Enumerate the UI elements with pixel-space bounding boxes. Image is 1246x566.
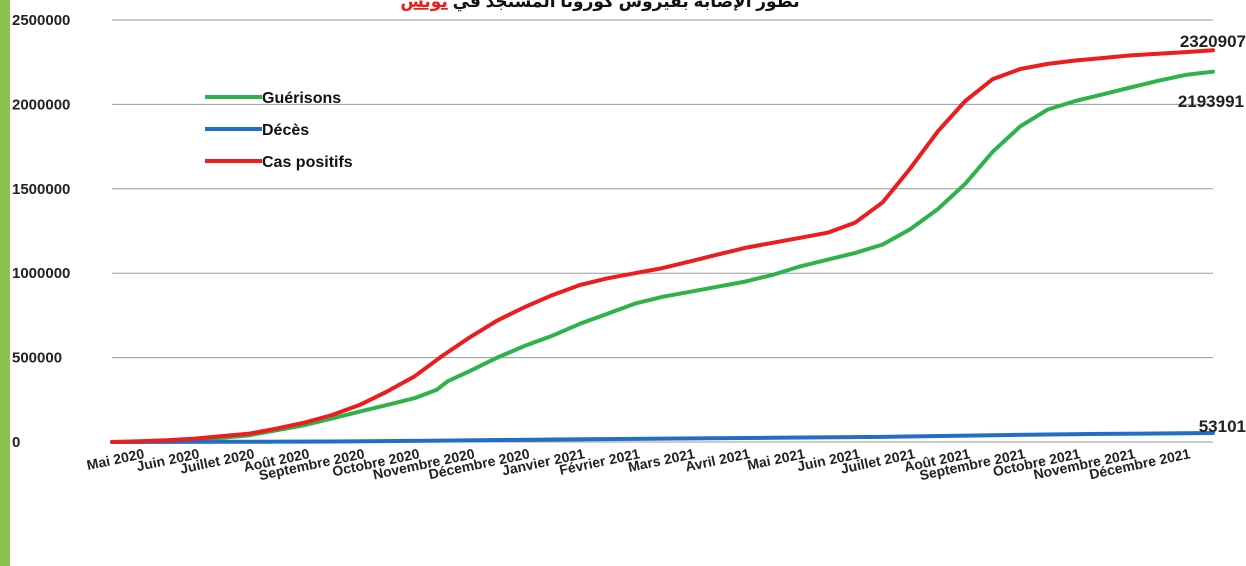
legend-label: Cas positifs <box>262 154 353 171</box>
series-line-1 <box>110 431 1215 444</box>
title-highlight: تونس <box>400 0 447 12</box>
y-tick-label: 1000000 <box>12 265 70 282</box>
end-label-deces: 53101 <box>1199 417 1246 436</box>
y-tick-label: 1500000 <box>12 181 70 198</box>
chart-title: تطور الإصابة بفيروس كورونا المستجد في تو… <box>400 0 799 12</box>
title-text: تطور الإصابة بفيروس كورونا المستجد في تو… <box>400 0 799 12</box>
left-accent-bar <box>0 0 10 566</box>
legend-label: Décès <box>262 122 309 139</box>
series-line-0 <box>110 69 1215 444</box>
y-tick-label: 2000000 <box>12 96 70 113</box>
end-label-cas-positifs: 2320907 <box>1180 32 1246 51</box>
end-label-guerisons: 2193991 <box>1178 92 1244 111</box>
y-tick-label: 500000 <box>12 350 62 367</box>
series-lines <box>110 48 1215 444</box>
y-tick-label: 2500000 <box>12 12 70 29</box>
gridlines <box>112 19 1213 443</box>
end-labels: 2320907 2193991 53101 <box>1178 32 1246 436</box>
y-tick-label: 0 <box>12 434 20 451</box>
x-tick-label: Avril 2021 <box>684 445 752 474</box>
legend: Guérisons Décès Cas positifs <box>205 90 353 171</box>
series-line-2 <box>110 48 1215 444</box>
y-axis: 0 500000 1000000 1500000 2000000 2500000 <box>12 12 70 451</box>
legend-label: Guérisons <box>262 90 341 107</box>
title-main: تطور الإصابة بفيروس كورونا المستجد في <box>453 0 800 12</box>
